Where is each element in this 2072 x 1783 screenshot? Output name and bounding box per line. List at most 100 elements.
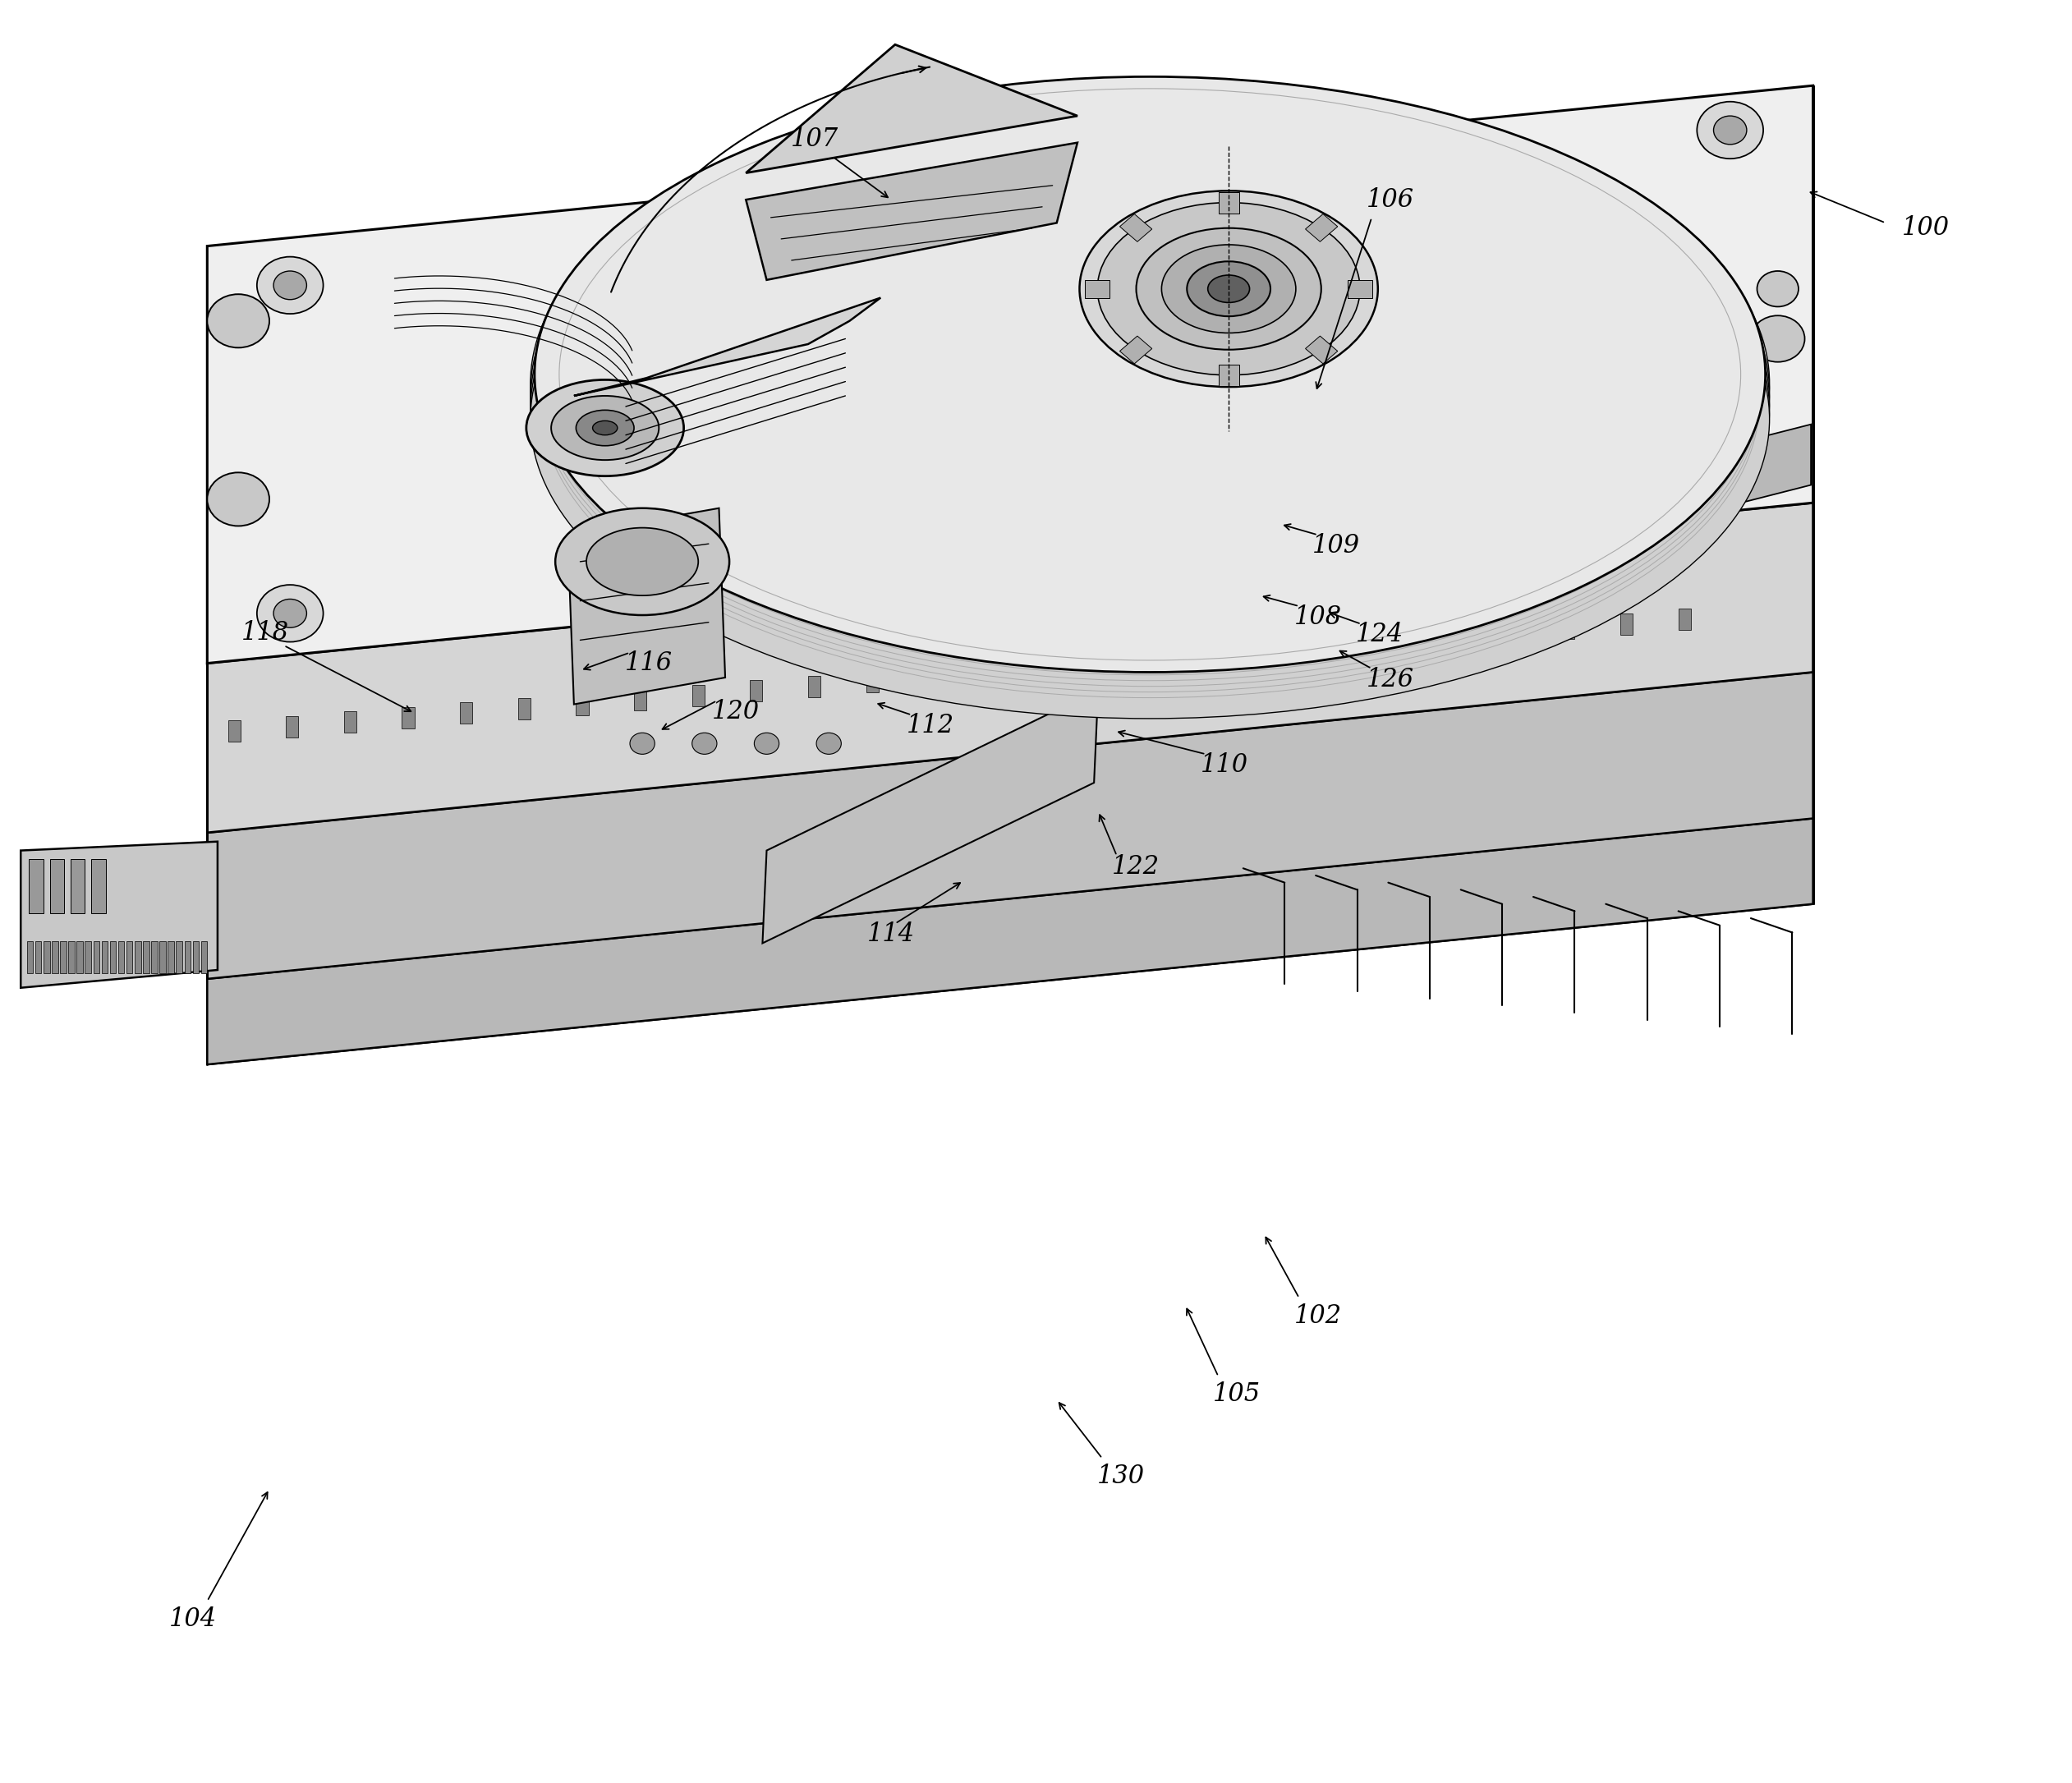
Bar — [143, 941, 149, 974]
Ellipse shape — [1098, 203, 1359, 374]
Circle shape — [1697, 102, 1763, 159]
Bar — [44, 941, 50, 974]
Bar — [68, 941, 75, 974]
Text: 130: 130 — [1096, 1464, 1146, 1489]
Bar — [176, 941, 182, 974]
Polygon shape — [1699, 424, 1811, 514]
Bar — [1504, 622, 1517, 644]
Polygon shape — [207, 818, 1813, 1064]
Circle shape — [207, 472, 269, 526]
Bar — [1446, 626, 1459, 647]
Bar — [634, 688, 646, 711]
Bar — [1330, 635, 1343, 658]
Ellipse shape — [555, 508, 729, 615]
Text: 126: 126 — [1365, 667, 1415, 692]
Polygon shape — [21, 842, 218, 988]
Ellipse shape — [526, 380, 684, 476]
Text: 104: 104 — [168, 1606, 218, 1631]
Polygon shape — [746, 45, 1077, 173]
Bar — [52, 941, 58, 974]
Bar — [160, 941, 166, 974]
Circle shape — [1714, 116, 1747, 144]
Ellipse shape — [1135, 228, 1322, 349]
Bar — [1218, 193, 1239, 214]
Ellipse shape — [530, 93, 1769, 692]
Circle shape — [274, 599, 307, 628]
Bar — [1098, 653, 1111, 676]
Ellipse shape — [593, 421, 617, 435]
Ellipse shape — [586, 528, 698, 596]
Polygon shape — [746, 143, 1077, 280]
Bar — [286, 715, 298, 738]
Bar — [1347, 280, 1372, 298]
Ellipse shape — [551, 396, 659, 460]
Bar — [201, 941, 207, 974]
Bar — [518, 697, 530, 720]
Text: 105: 105 — [1212, 1382, 1262, 1407]
Polygon shape — [207, 86, 1813, 663]
Bar — [1620, 613, 1633, 635]
Ellipse shape — [576, 410, 634, 446]
Text: 109: 109 — [1312, 533, 1361, 558]
Text: 106: 106 — [1365, 187, 1415, 212]
Circle shape — [1714, 439, 1747, 467]
Polygon shape — [762, 690, 1098, 943]
Ellipse shape — [530, 84, 1769, 683]
Bar — [93, 941, 99, 974]
Circle shape — [1757, 271, 1798, 307]
Bar — [27, 941, 33, 974]
Bar — [1388, 631, 1401, 653]
Bar — [77, 941, 83, 974]
Bar — [1119, 214, 1152, 242]
Bar — [982, 661, 995, 685]
Bar — [184, 941, 191, 974]
Bar — [168, 941, 174, 974]
Ellipse shape — [1080, 191, 1378, 387]
Bar — [1562, 617, 1575, 638]
Text: 100: 100 — [1902, 216, 1950, 241]
Text: 102: 102 — [1293, 1303, 1343, 1328]
Bar — [126, 941, 133, 974]
Circle shape — [754, 733, 779, 754]
Bar — [1156, 649, 1169, 670]
Bar — [1040, 658, 1053, 679]
Text: 112: 112 — [905, 713, 955, 738]
Circle shape — [1697, 424, 1763, 481]
Text: 116: 116 — [624, 651, 673, 676]
Bar — [460, 703, 472, 724]
Text: 124: 124 — [1355, 622, 1405, 647]
Text: 107: 107 — [789, 127, 839, 152]
Bar — [50, 859, 64, 913]
Bar — [1086, 280, 1111, 298]
Bar — [60, 941, 66, 974]
Bar — [151, 941, 157, 974]
Circle shape — [692, 733, 717, 754]
Bar — [866, 670, 879, 694]
Bar — [1305, 214, 1339, 242]
Bar — [1678, 608, 1691, 629]
Bar — [228, 720, 240, 742]
Ellipse shape — [530, 119, 1769, 719]
Polygon shape — [207, 503, 1813, 833]
Text: 108: 108 — [1293, 604, 1343, 629]
Circle shape — [274, 271, 307, 300]
Text: 114: 114 — [866, 922, 916, 947]
Ellipse shape — [1208, 275, 1249, 303]
Ellipse shape — [1187, 262, 1270, 316]
Bar — [135, 941, 141, 974]
Polygon shape — [574, 298, 881, 396]
Bar — [1119, 335, 1152, 364]
Circle shape — [257, 585, 323, 642]
Bar — [102, 941, 108, 974]
Bar — [1272, 640, 1285, 661]
Text: 110: 110 — [1200, 752, 1249, 777]
Bar — [1214, 644, 1227, 667]
Bar — [924, 667, 937, 688]
Bar — [91, 859, 106, 913]
Bar — [193, 941, 199, 974]
Bar — [402, 706, 414, 729]
Bar — [70, 859, 85, 913]
Bar — [344, 711, 356, 733]
Circle shape — [1751, 316, 1805, 362]
Bar — [85, 941, 91, 974]
